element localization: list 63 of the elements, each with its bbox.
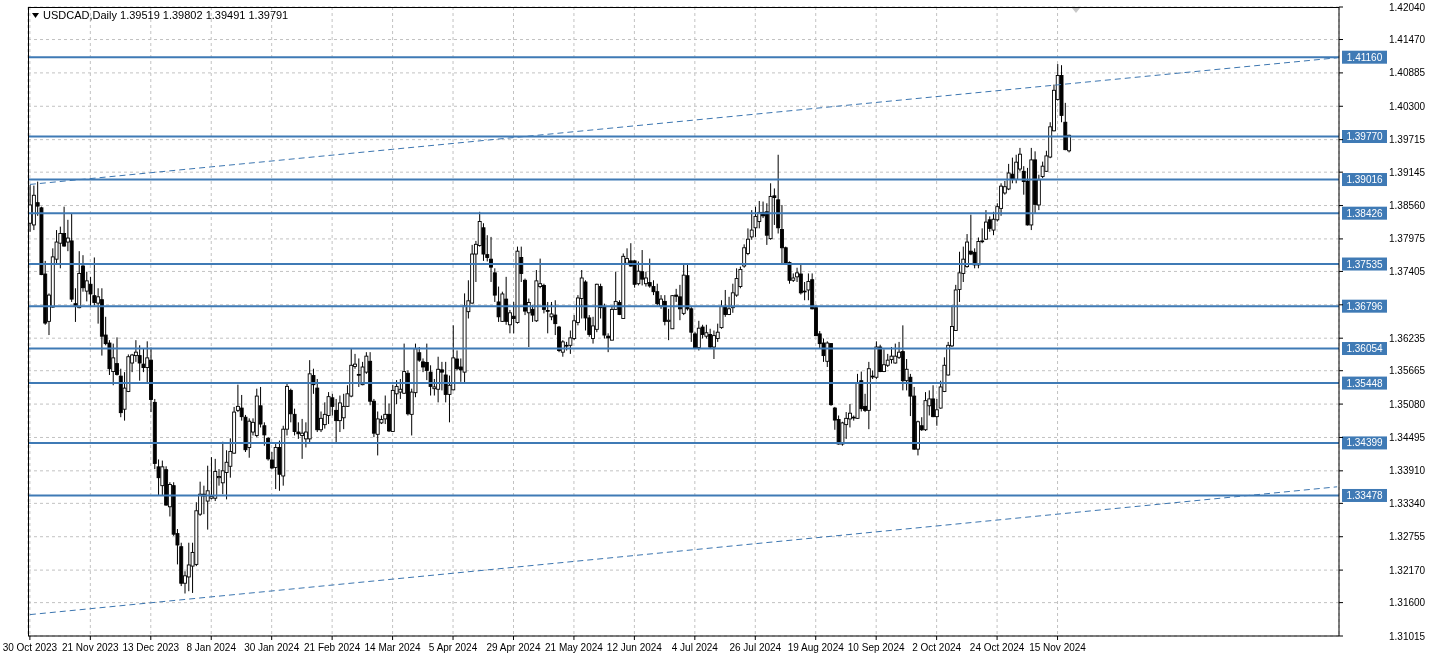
- y-tick-label: 1.42040: [1389, 1, 1426, 13]
- x-tick-label: 29 Apr 2024: [486, 642, 541, 653]
- x-tick-label: 26 Jul 2024: [729, 642, 782, 653]
- x-tick-label: 2 Oct 2024: [912, 642, 962, 653]
- y-tick-label: 1.37405: [1389, 265, 1426, 277]
- candlestick: [798, 264, 803, 296]
- y-tick-label: 1.33910: [1389, 465, 1426, 477]
- x-tick-label: 4 Jul 2024: [671, 642, 719, 653]
- candlestick: [436, 356, 441, 403]
- y-tick-label: 1.40885: [1389, 67, 1426, 79]
- x-tick-label: 30 Jan 2024: [244, 642, 300, 653]
- candlestick: [640, 249, 645, 286]
- candlestick: [655, 283, 660, 306]
- y-tick-label: 1.32755: [1389, 531, 1426, 543]
- x-tick-label: 10 Sep 2024: [847, 642, 905, 653]
- x-tick-label: 15 Nov 2024: [1029, 642, 1087, 653]
- y-tick-label: 1.32170: [1389, 564, 1426, 576]
- x-tick-label: 30 Oct 2023: [2, 642, 58, 653]
- candlestick: [356, 357, 361, 388]
- y-tick-label: 1.39715: [1389, 134, 1426, 146]
- candlestick: [137, 344, 142, 382]
- x-tick-label: 19 Aug 2024: [787, 642, 845, 653]
- ref-line-label: 1.41160: [1346, 51, 1383, 63]
- x-tick-label: 12 Jun 2024: [606, 642, 663, 653]
- ref-line-label: 1.39770: [1346, 131, 1384, 143]
- y-tick-label: 1.39145: [1389, 166, 1426, 178]
- y-tick-label: 1.34495: [1389, 431, 1426, 443]
- y-tick-label: 1.37975: [1389, 233, 1426, 245]
- ref-line-label: 1.34399: [1346, 437, 1384, 449]
- candlestick: [326, 391, 331, 425]
- candlestick: [341, 393, 346, 430]
- candlestick: [220, 441, 225, 495]
- candlestick: [984, 209, 988, 241]
- x-tick-label: 5 Apr 2024: [428, 642, 478, 653]
- ref-line-label: 1.36054: [1346, 343, 1384, 355]
- y-tick-label: 1.35665: [1389, 365, 1426, 377]
- y-tick-label: 1.35080: [1389, 398, 1426, 410]
- ref-line-label: 1.36796: [1346, 300, 1384, 312]
- candlestick: [632, 259, 637, 289]
- x-tick-label: 21 Feb 2024: [304, 642, 361, 653]
- x-tick-label: 24 Oct 2024: [969, 642, 1025, 653]
- x-tick-label: 8 Jan 2024: [186, 642, 237, 653]
- y-tick-label: 1.33340: [1389, 497, 1426, 509]
- candlestick: [58, 226, 63, 269]
- chart-title: USDCAD,Daily 1.39519 1.39802 1.39491 1.39791: [43, 9, 289, 21]
- ref-line-label: 1.39016: [1346, 174, 1384, 186]
- y-tick-label: 1.41470: [1389, 34, 1426, 46]
- candlestick: [334, 398, 339, 443]
- ref-line-label: 1.35448: [1346, 377, 1384, 389]
- x-tick-label: 21 May 2024: [545, 642, 604, 653]
- candlestick: [300, 418, 305, 460]
- x-tick-label: 14 Mar 2024: [364, 642, 422, 653]
- x-tick-label: 13 Dec 2023: [122, 642, 180, 653]
- y-tick-label: 1.36235: [1389, 332, 1426, 344]
- y-tick-label: 1.31015: [1389, 630, 1426, 642]
- ref-line-label: 1.37535: [1346, 258, 1384, 270]
- ref-line-label: 1.33478: [1346, 489, 1384, 501]
- y-tick-label: 1.40300: [1389, 100, 1426, 112]
- y-tick-label: 1.31600: [1389, 597, 1426, 609]
- candlestick: [186, 542, 191, 592]
- x-tick-label: 21 Nov 2023: [61, 642, 120, 653]
- ref-line-label: 1.38426: [1346, 207, 1384, 219]
- y-tick-label: 1.38560: [1389, 200, 1426, 212]
